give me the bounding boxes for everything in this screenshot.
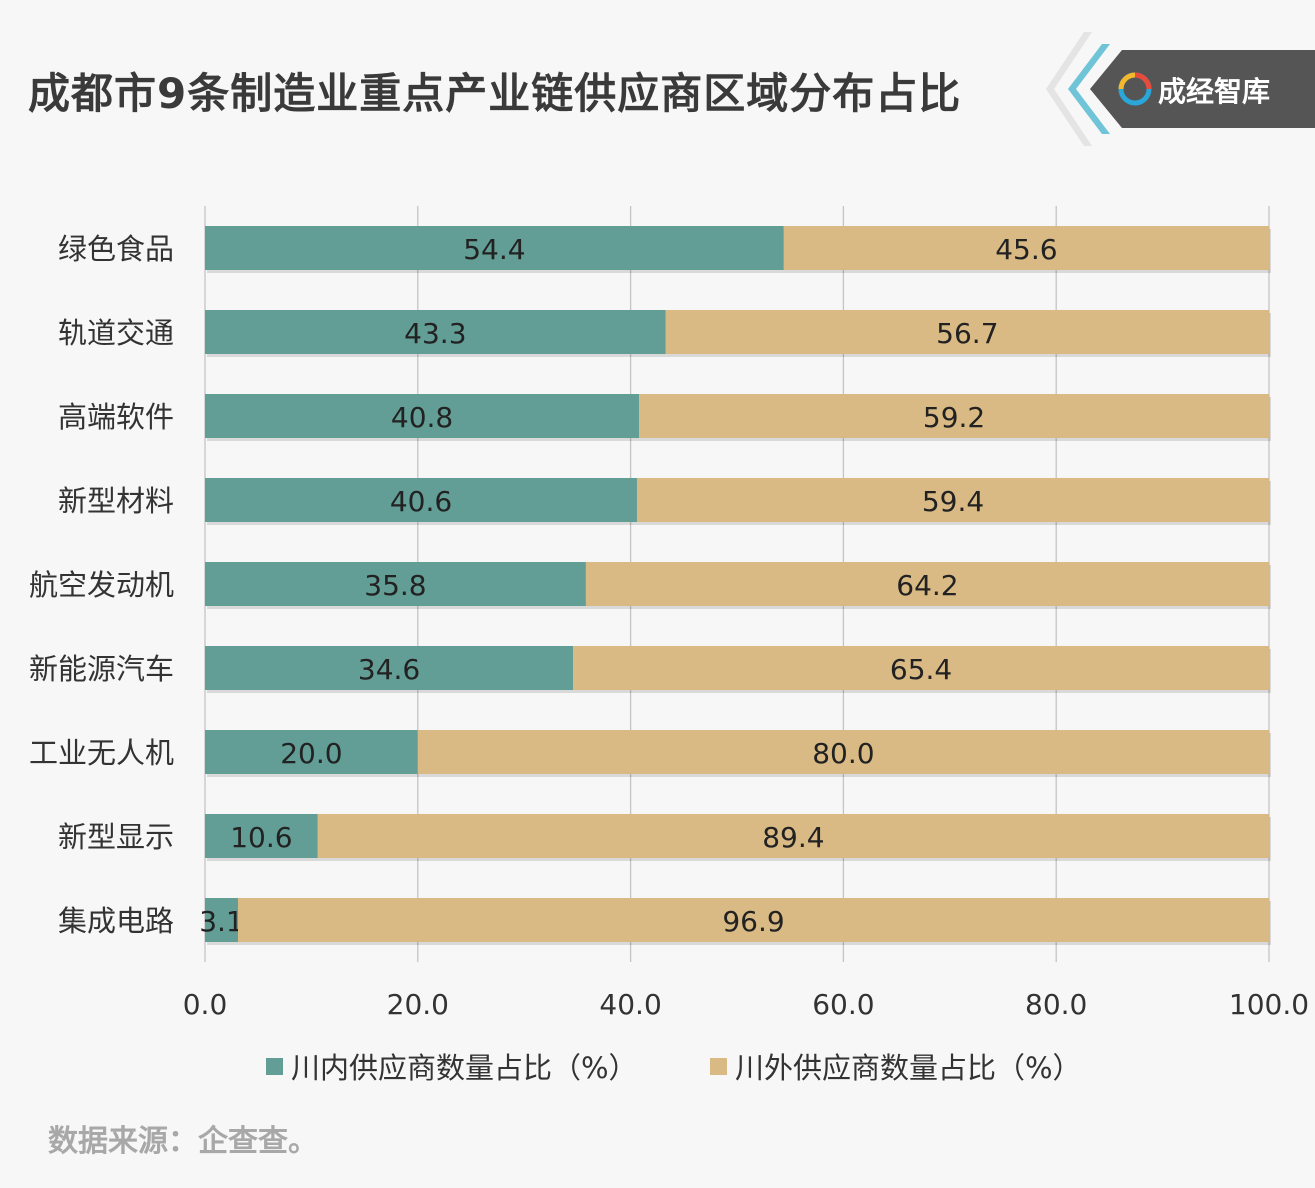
bar-value-label: 40.8	[391, 401, 453, 434]
category-label: 新型显示	[58, 820, 174, 854]
bar-outer	[636, 478, 1269, 522]
bar-inner	[205, 730, 418, 774]
bar-outer	[417, 730, 1269, 774]
bar-value-label: 10.6	[230, 821, 292, 854]
chevron-outer-icon	[1046, 32, 1092, 146]
chevron-inner-icon	[1068, 44, 1110, 134]
bar-inner	[205, 562, 586, 606]
bar-inner	[205, 646, 574, 690]
x-tick-label: 20.0	[387, 988, 449, 1021]
bar-value-label: 80.0	[812, 737, 874, 770]
bar-value-label: 56.7	[936, 317, 998, 350]
legend-swatch-inner	[266, 1057, 283, 1075]
bar-inner	[205, 898, 238, 942]
bar-value-label: 20.0	[280, 737, 342, 770]
brand-banner-bg	[1090, 50, 1315, 128]
x-tick-label: 0.0	[183, 988, 228, 1021]
brand-banner	[1046, 32, 1315, 146]
x-tick-label: 60.0	[812, 988, 874, 1021]
x-tick-label: 40.0	[599, 988, 661, 1021]
bar-value-label: 43.3	[404, 317, 466, 350]
bar-inner	[205, 394, 640, 438]
bar-outer	[639, 394, 1269, 438]
brand-name: 成经智库	[1158, 75, 1271, 108]
bar-value-label: 45.6	[995, 233, 1057, 266]
category-label: 工业无人机	[29, 736, 174, 770]
bar-inner	[205, 310, 666, 354]
chart-title: 成都市9条制造业重点产业链供应商区域分布占比	[28, 69, 962, 118]
bar-value-label: 34.6	[358, 653, 420, 686]
bar-value-label: 59.2	[923, 401, 985, 434]
category-label: 新型材料	[58, 484, 174, 518]
bar-inner	[205, 478, 637, 522]
bar-outer	[573, 646, 1269, 690]
bar-outer	[317, 814, 1269, 858]
legend-item-outer: 川外供应商数量占比（%）	[710, 1046, 1082, 1086]
category-label: 集成电路	[58, 904, 174, 938]
bar-chart: 0.0 20.0 40.0 60.0 80.0 100.0 54.4 45.6 绿色食品 43.3…	[29, 206, 1309, 1021]
bar-value-label: 96.9	[722, 905, 784, 938]
bar-value-label: 89.4	[762, 821, 824, 854]
x-tick-label: 100.0	[1229, 988, 1309, 1021]
category-label: 高端软件	[58, 400, 174, 434]
bar-outer	[237, 898, 1269, 942]
bar-outer	[665, 310, 1269, 354]
x-tick-label: 80.0	[1025, 988, 1087, 1021]
source-note: 数据来源：企查查。	[48, 1124, 318, 1159]
legend-label-outer: 川外供应商数量占比（%）	[735, 1051, 1082, 1085]
category-label: 新能源汽车	[29, 652, 174, 686]
category-label: 轨道交通	[58, 316, 174, 350]
bar-value-label: 40.6	[390, 485, 452, 518]
legend-label-inner: 川内供应商数量占比（%）	[291, 1051, 638, 1085]
bar-value-label: 3.1	[199, 905, 244, 938]
bar-inner	[205, 226, 784, 270]
bar-value-label: 35.8	[364, 569, 426, 602]
legend-item-inner: 川内供应商数量占比（%）	[266, 1046, 638, 1086]
bar-value-label: 64.2	[896, 569, 958, 602]
bar-outer	[585, 562, 1269, 606]
legend-swatch-outer	[710, 1057, 727, 1075]
category-label: 航空发动机	[29, 568, 174, 602]
category-label: 绿色食品	[58, 232, 174, 266]
bar-value-label: 54.4	[463, 233, 525, 266]
bar-inner	[205, 814, 318, 858]
bar-value-label: 59.4	[922, 485, 984, 518]
bar-value-label: 65.4	[890, 653, 952, 686]
bar-outer	[783, 226, 1269, 270]
